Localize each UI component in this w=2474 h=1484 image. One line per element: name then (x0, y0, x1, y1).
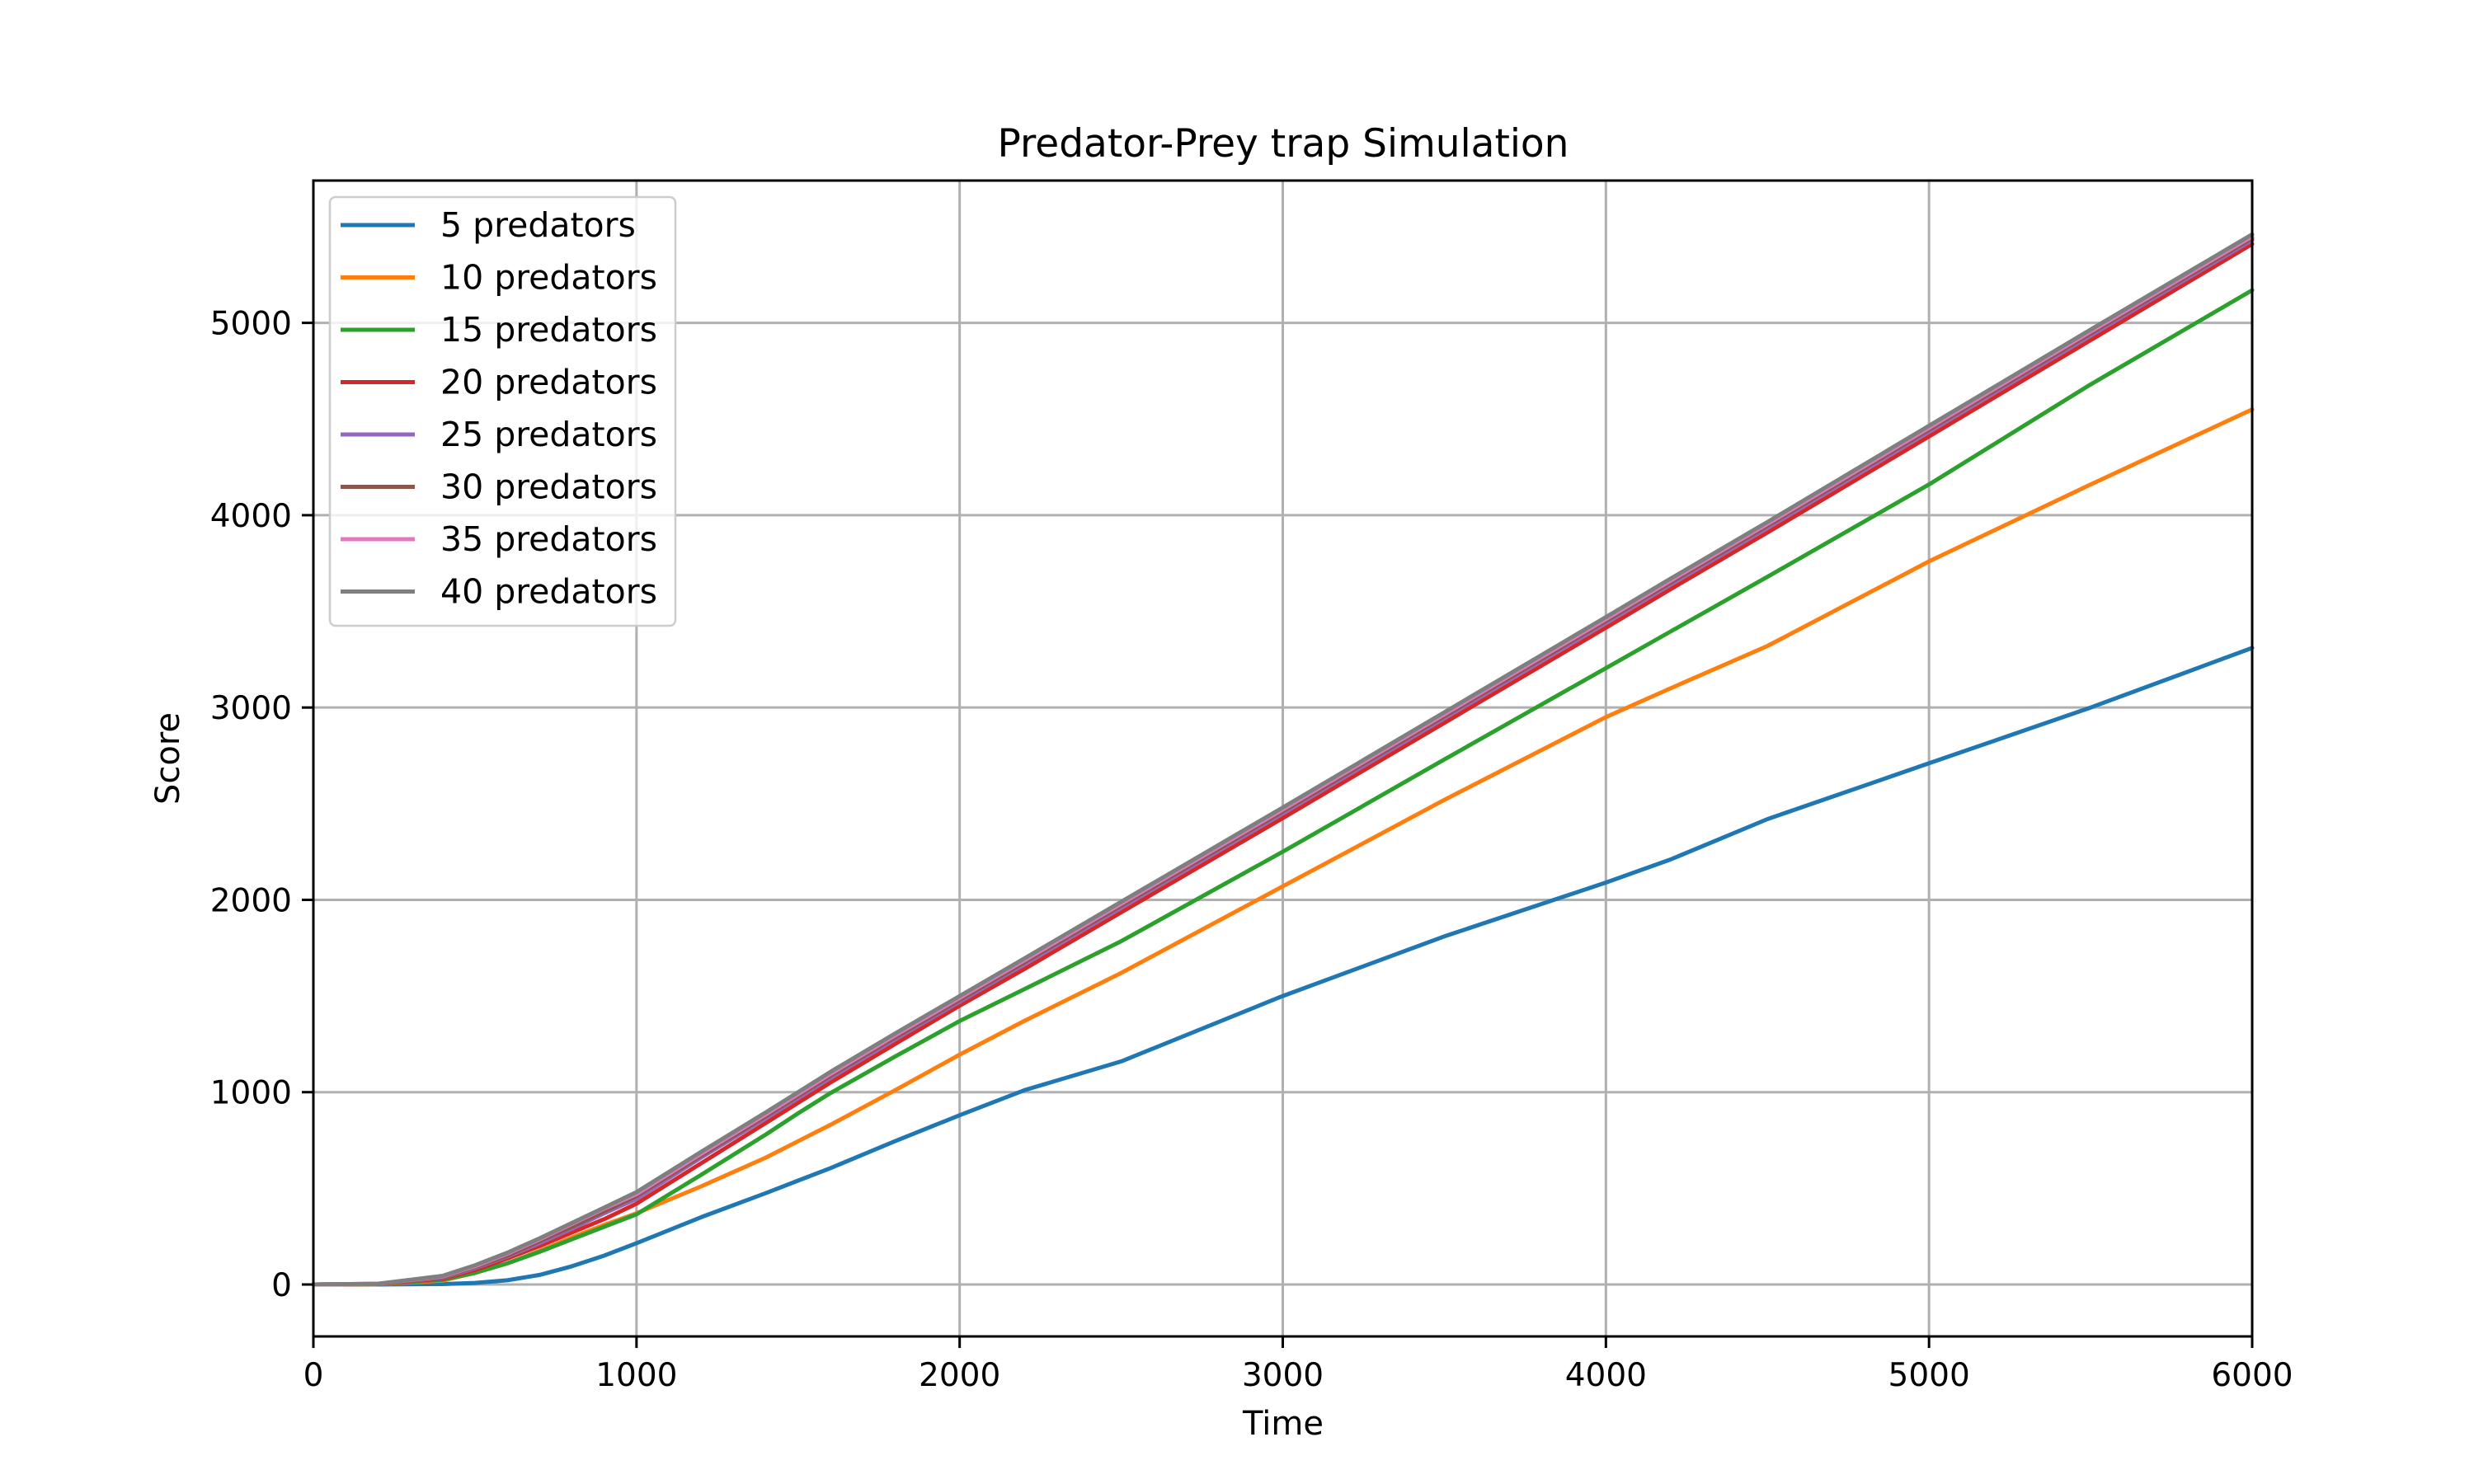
x-axis-label: Time (1242, 1405, 1324, 1443)
legend-frame (328, 195, 677, 627)
legend: 5 predators 10 predators 15 predators 20 pr… (328, 195, 677, 627)
grid-lines (312, 181, 2254, 1336)
x-tick-label: 6000 (2211, 1357, 2293, 1394)
chart-title: Predator-Prey trap Simulation (998, 121, 1569, 167)
x-tick-label: 2000 (919, 1357, 1000, 1394)
series-line-5-predators (311, 646, 2255, 1287)
legend-label-15-predators: 15 predators (440, 310, 657, 350)
series-line-15-predators (311, 288, 2255, 1287)
x-axis-ticks: 0 1000 2000 3000 4000 5000 6000 (303, 1336, 2293, 1394)
x-tick-label: 3000 (1242, 1357, 1324, 1394)
legend-label-25-predators: 25 predators (440, 415, 657, 454)
y-axis-ticks: 0 1000 2000 3000 4000 5000 (210, 306, 313, 1304)
x-tick-label: 1000 (595, 1357, 677, 1394)
legend-label-20-predators: 20 predators (440, 363, 657, 402)
y-axis-label: Score (149, 712, 187, 805)
x-tick-label: 5000 (1888, 1357, 1970, 1394)
x-tick-label: 4000 (1565, 1357, 1647, 1394)
legend-label-5-predators: 5 predators (440, 205, 636, 245)
y-tick-label: 3000 (210, 690, 292, 727)
legend-label-35-predators: 35 predators (440, 519, 657, 559)
y-tick-label: 5000 (210, 306, 292, 343)
y-tick-label: 4000 (210, 498, 292, 535)
series-lines (311, 232, 2255, 1287)
legend-label-40-predators: 40 predators (440, 572, 657, 612)
legend-label-30-predators: 30 predators (440, 467, 657, 507)
legend-label-10-predators: 10 predators (440, 258, 657, 298)
series-line-40-predators (311, 232, 2255, 1287)
y-tick-label: 2000 (210, 882, 292, 919)
y-tick-label: 1000 (210, 1075, 292, 1112)
y-tick-label: 0 (271, 1267, 292, 1304)
x-tick-label: 0 (303, 1357, 324, 1394)
